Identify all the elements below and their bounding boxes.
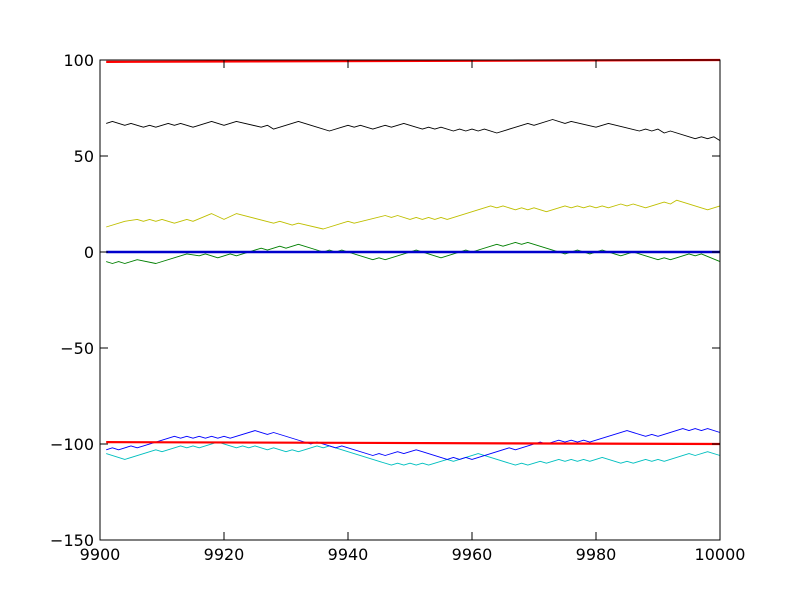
x-tick-label: 10000 (695, 545, 746, 564)
x-tick-label: 9960 (452, 545, 493, 564)
tick-layer: 9900 9920 9940 9960 9980 10000 100 50 0 −50 −100 −1… (50, 51, 745, 564)
y-tick-label: −50 (60, 339, 94, 358)
x-tick-label: 9980 (576, 545, 617, 564)
y-tick-label: 0 (84, 243, 94, 262)
y-tick-label: −150 (50, 531, 94, 550)
series-line-2 (106, 199, 721, 230)
series-layer (106, 58, 721, 466)
y-tick-label: 50 (74, 147, 94, 166)
x-tick-label: 9920 (204, 545, 245, 564)
plot-frame (99, 59, 721, 541)
series-line-4 (106, 441, 721, 466)
series-line-1 (106, 119, 721, 141)
series-line-7 (106, 441, 721, 446)
x-tick-label: 9940 (328, 545, 369, 564)
series-line-5 (106, 428, 721, 460)
y-tick-label: 100 (63, 51, 94, 70)
y-tick-label: −100 (50, 435, 94, 454)
x-tick-label: 9900 (80, 545, 121, 564)
